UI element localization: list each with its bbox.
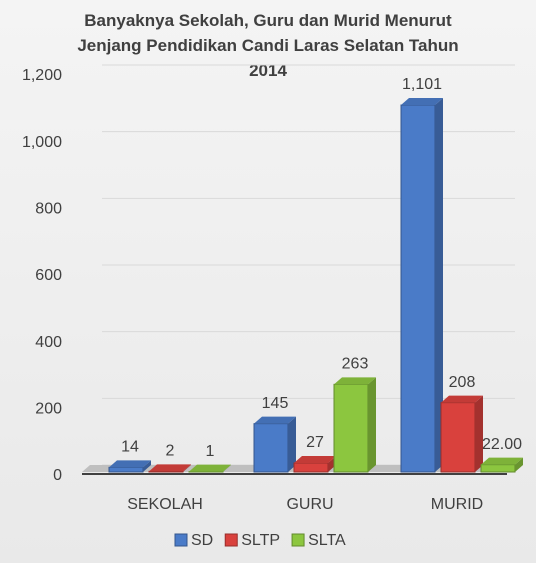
bar-face xyxy=(400,104,436,473)
data-label: 208 xyxy=(449,374,476,391)
bar-face xyxy=(294,456,336,463)
bar xyxy=(148,464,191,473)
data-label: 1,101 xyxy=(402,76,442,93)
bar-face xyxy=(254,416,296,424)
data-label: 2 xyxy=(166,443,175,460)
bar xyxy=(293,456,336,473)
bar-face xyxy=(183,464,191,472)
bar-face xyxy=(333,383,369,473)
bar-face xyxy=(148,470,184,473)
x-tick-label: MURID xyxy=(431,496,483,513)
bar-face xyxy=(288,416,296,472)
bar-face xyxy=(475,395,483,472)
y-tick-label: 800 xyxy=(35,201,62,218)
legend-label: SD xyxy=(191,532,213,549)
bar xyxy=(333,377,376,473)
bar-face xyxy=(293,462,329,473)
bar-face xyxy=(149,464,191,472)
bar xyxy=(253,416,296,473)
legend-swatch xyxy=(174,533,188,547)
data-label: 27 xyxy=(306,434,324,451)
y-tick-label: 1,200 xyxy=(22,67,62,84)
y-tick-label: 400 xyxy=(35,334,62,351)
bar xyxy=(480,457,523,473)
legend-label: SLTP xyxy=(241,532,280,549)
y-tick-label: 1,000 xyxy=(22,134,62,151)
bar-face xyxy=(253,423,289,473)
chart-title: Banyaknya Sekolah, Guru dan Murid Menuru… xyxy=(77,11,459,80)
bar xyxy=(188,464,231,473)
legend-swatch xyxy=(224,533,238,547)
data-label: 145 xyxy=(262,395,289,412)
data-label: 263 xyxy=(342,356,369,373)
bar-face xyxy=(368,377,376,472)
bar-face xyxy=(143,460,151,472)
data-label: 22.00 xyxy=(482,436,522,453)
legend-label: SLTA xyxy=(308,532,346,549)
bar-face xyxy=(480,464,516,473)
x-tick-label: GURU xyxy=(286,496,333,513)
legend-swatch xyxy=(291,533,305,547)
bar-face xyxy=(515,457,523,472)
bar-face xyxy=(109,460,151,468)
y-tick-label: 600 xyxy=(35,267,62,284)
bar-face xyxy=(189,464,231,472)
y-tick-label: 0 xyxy=(53,467,62,484)
bar-face xyxy=(441,395,483,403)
bar xyxy=(400,98,443,473)
bar xyxy=(108,460,151,473)
bar-face xyxy=(401,98,443,105)
bar xyxy=(440,395,483,473)
bar-face xyxy=(223,464,231,472)
x-tick-label: SEKOLAH xyxy=(127,496,203,513)
bar-face xyxy=(108,466,144,473)
y-tick-label: 200 xyxy=(35,401,62,418)
bar-face xyxy=(440,402,476,473)
bar-face xyxy=(334,377,376,385)
data-label: 1 xyxy=(206,443,215,460)
bar-face xyxy=(481,457,523,465)
bar-face xyxy=(435,98,443,472)
data-label: 14 xyxy=(121,439,139,456)
